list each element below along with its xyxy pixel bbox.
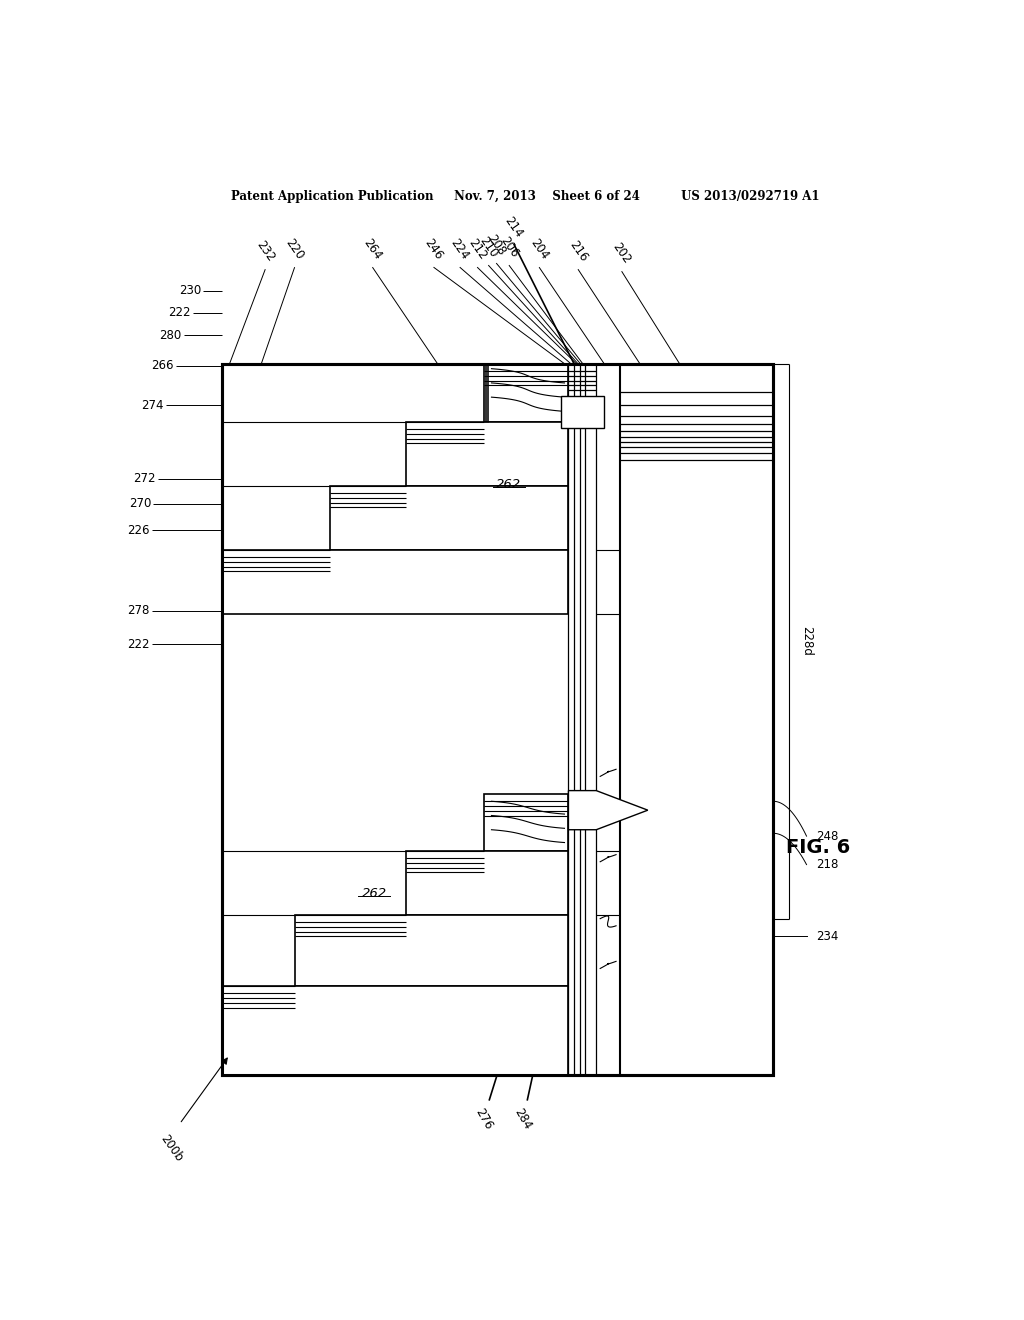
Text: 270: 270 [129, 498, 151, 511]
Text: 222: 222 [168, 306, 190, 319]
Text: 218: 218 [816, 858, 839, 871]
Bar [406, 422, 568, 486]
Bar [221, 986, 568, 1076]
Text: 262: 262 [361, 887, 387, 900]
Text: 208: 208 [484, 232, 508, 257]
Bar [221, 550, 568, 614]
Text: 284: 284 [512, 1106, 535, 1131]
Bar [331, 486, 568, 550]
Text: 264: 264 [360, 236, 384, 263]
Text: 226: 226 [127, 524, 150, 537]
Text: 214: 214 [502, 214, 525, 240]
Text: 216: 216 [566, 238, 590, 264]
Text: 202: 202 [610, 240, 634, 267]
Text: 232: 232 [254, 239, 278, 264]
Text: 246: 246 [422, 236, 445, 263]
Text: 222: 222 [127, 638, 150, 651]
Text: 230: 230 [179, 284, 201, 297]
Text: 204: 204 [527, 236, 551, 263]
Text: 248: 248 [816, 830, 839, 842]
Bar [221, 364, 773, 1076]
Text: 220: 220 [283, 236, 306, 263]
Text: 262: 262 [497, 478, 521, 491]
Text: 266: 266 [151, 359, 173, 372]
Text: 278: 278 [127, 605, 150, 618]
Text: 200b: 200b [158, 1133, 185, 1164]
Text: 234: 234 [816, 931, 839, 942]
Bar [483, 364, 568, 422]
Polygon shape [568, 791, 648, 830]
Text: Patent Application Publication     Nov. 7, 2013    Sheet 6 of 24          US 201: Patent Application Publication Nov. 7, 2… [230, 190, 819, 202]
Text: 272: 272 [133, 473, 156, 484]
Text: 276: 276 [472, 1106, 495, 1131]
Text: 212: 212 [465, 236, 489, 263]
Bar [221, 364, 773, 1076]
Text: 280: 280 [159, 329, 181, 342]
Bar [483, 795, 568, 851]
Text: 206: 206 [498, 234, 520, 260]
Text: FIG. 6: FIG. 6 [786, 838, 851, 857]
Text: 224: 224 [447, 236, 471, 263]
Bar [406, 851, 568, 915]
Bar [560, 396, 604, 428]
Text: 210: 210 [476, 234, 500, 260]
Text: 274: 274 [141, 399, 164, 412]
Text: 228d: 228d [800, 626, 813, 656]
Bar [295, 915, 568, 986]
